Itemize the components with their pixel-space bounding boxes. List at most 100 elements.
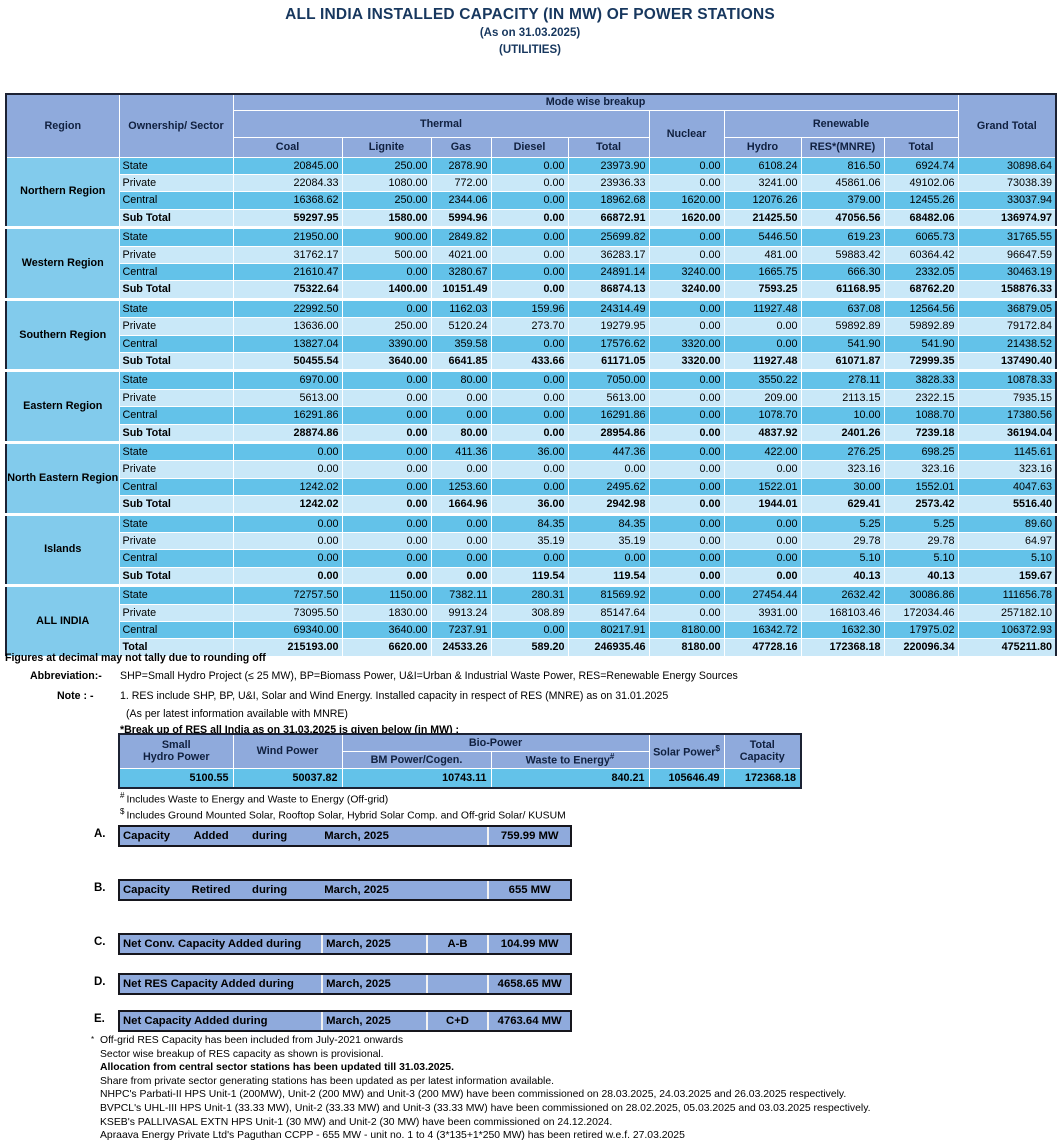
cell-thermal-total: 5613.00	[567, 388, 650, 408]
cell-nuclear: 1620.00	[648, 191, 725, 210]
cell-grand-total: 30463.19	[957, 262, 1057, 282]
cell-hydro: 3931.00	[723, 603, 802, 623]
header-nuclear: Nuclear	[648, 109, 725, 158]
cell-thermal-total: 24314.49	[567, 298, 650, 319]
cell-thermal-total: 23973.90	[567, 156, 650, 175]
cell-grand-total: 323.16	[957, 460, 1057, 479]
table-row: Private 13636.00 250.00 5120.24 273.70 19279.…	[6, 317, 1057, 336]
cell-hydro: 1522.01	[723, 477, 802, 497]
cell-hydro: 0.00	[723, 549, 802, 568]
cell-lignite: 0.00	[341, 532, 432, 551]
res-header-small-hydro: Small Hydro Power	[118, 733, 234, 769]
cell-nuclear: 0.00	[648, 477, 725, 497]
cell-diesel: 0.00	[490, 280, 569, 301]
cell-hydro: 0.00	[723, 566, 802, 588]
cell-thermal-total: 0.00	[567, 549, 650, 568]
cell-thermal-total: 84.35	[567, 513, 650, 534]
cell-grand-total: 89.60	[957, 513, 1057, 534]
cell-diesel: 0.00	[490, 477, 569, 497]
cell-hydro: 0.00	[723, 317, 802, 336]
cell-renewable-total: 6065.73	[883, 227, 959, 247]
cell-coal: 215193.00	[232, 638, 343, 659]
cell-coal: 0.00	[232, 460, 343, 479]
cell-gas: 9913.24	[430, 603, 492, 623]
cell-lignite: 1400.00	[341, 280, 432, 301]
table-row: Sub Total 50455.54 3640.00 6641.85 433.66 611…	[6, 351, 1057, 373]
cell-renewable-total: 6924.74	[883, 156, 959, 175]
cell-res-mnre: 541.90	[800, 334, 885, 353]
cell-grand-total: 64.97	[957, 532, 1057, 551]
capacity-month: March, 2025	[321, 975, 426, 993]
cell-gas: 3280.67	[430, 262, 492, 282]
sector-cell: State	[118, 298, 234, 319]
sector-cell: State	[118, 513, 234, 534]
cell-coal: 73095.50	[232, 603, 343, 623]
cell-gas: 0.00	[430, 513, 492, 534]
res-value-solar: 105646.49	[648, 767, 725, 789]
cell-hydro: 0.00	[723, 532, 802, 551]
cell-thermal-total: 23936.33	[567, 173, 650, 193]
header-thermal-total: Total	[567, 136, 650, 158]
cell-grand-total: 7935.15	[957, 388, 1057, 408]
cell-hydro: 27454.44	[723, 585, 802, 605]
sector-cell: Total	[118, 638, 234, 659]
abbreviation-label: Abbreviation:-	[30, 670, 102, 682]
capacity-value: 655 MW	[487, 881, 570, 899]
cell-nuclear: 3320.00	[648, 334, 725, 353]
cell-res-mnre: 619.23	[800, 227, 885, 247]
cell-res-mnre: 278.11	[800, 370, 885, 390]
cell-thermal-total: 19279.95	[567, 317, 650, 336]
cell-hydro: 0.00	[723, 334, 802, 353]
cell-coal: 0.00	[232, 513, 343, 534]
cell-thermal-total: 80217.91	[567, 621, 650, 640]
cell-renewable-total: 12564.56	[883, 298, 959, 319]
footnote-line: Allocation from central sector stations …	[100, 1062, 454, 1074]
cell-nuclear: 0.00	[648, 406, 725, 425]
cell-thermal-total: 16291.86	[567, 406, 650, 425]
cell-gas: 0.00	[430, 460, 492, 479]
cell-thermal-total: 24891.14	[567, 262, 650, 282]
cell-gas: 0.00	[430, 406, 492, 425]
cell-grand-total: 33037.94	[957, 191, 1057, 210]
cell-lignite: 0.00	[341, 441, 432, 462]
cell-nuclear: 0.00	[648, 173, 725, 193]
cell-hydro: 5446.50	[723, 227, 802, 247]
sector-cell: Sub Total	[118, 208, 234, 230]
sector-cell: Private	[118, 532, 234, 551]
cell-gas: 0.00	[430, 532, 492, 551]
cell-hydro: 12076.26	[723, 191, 802, 210]
cell-res-mnre: 5.25	[800, 513, 885, 534]
res-value-bm-cogen: 10743.11	[341, 767, 492, 789]
sector-cell: Central	[118, 334, 234, 353]
cell-diesel: 280.31	[490, 585, 569, 605]
sector-cell: State	[118, 441, 234, 462]
footnote-line: Share from private sector generating sta…	[100, 1075, 554, 1087]
res-breakup-table: Small Hydro Power Wind Power Bio-Power So…	[118, 733, 803, 789]
cell-grand-total: 73038.39	[957, 173, 1057, 193]
row-letter: A.	[94, 828, 106, 840]
note-label: Note : -	[57, 690, 94, 702]
cell-gas: 10151.49	[430, 280, 492, 301]
cell-lignite: 3390.00	[341, 334, 432, 353]
cell-renewable-total: 323.16	[883, 460, 959, 479]
cell-gas: 80.00	[430, 370, 492, 390]
cell-lignite: 1580.00	[341, 208, 432, 230]
cell-diesel: 0.00	[490, 621, 569, 640]
cell-renewable-total: 29.78	[883, 532, 959, 551]
footnote-line: Sector wise breakup of RES capacity as s…	[100, 1048, 384, 1060]
sector-cell: Private	[118, 317, 234, 336]
header-gas: Gas	[430, 136, 492, 158]
row-letter: C.	[94, 936, 106, 948]
cell-res-mnre: 29.78	[800, 532, 885, 551]
cell-diesel: 0.00	[490, 423, 569, 445]
sector-cell: State	[118, 156, 234, 175]
note-text-2: (As per latest information available wit…	[126, 708, 348, 720]
footnote-line: * Off-grid RES Capacity has been included…	[91, 1035, 404, 1046]
cell-coal: 75322.64	[232, 280, 343, 301]
cell-lignite: 1080.00	[341, 173, 432, 193]
sector-cell: Sub Total	[118, 351, 234, 373]
cell-diesel: 119.54	[490, 566, 569, 588]
cell-lignite: 0.00	[341, 513, 432, 534]
cell-renewable-total: 2573.42	[883, 495, 959, 516]
